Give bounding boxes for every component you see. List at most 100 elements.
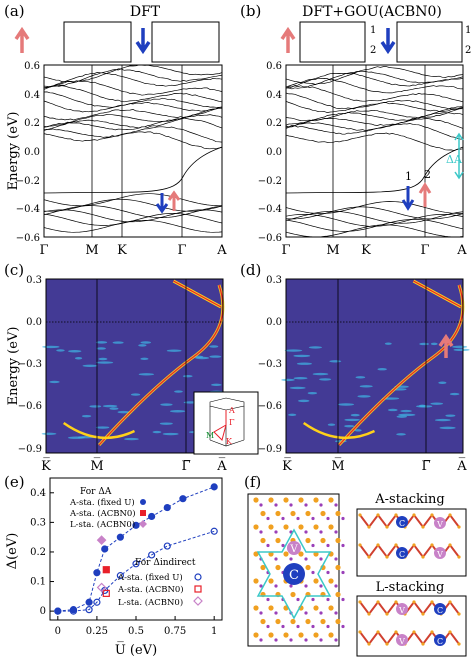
- lattice-atom: [296, 516, 300, 521]
- structure-inset-left: [299, 21, 366, 63]
- spectral-streak: [169, 410, 186, 413]
- chain-atom: [394, 513, 398, 517]
- data-point: [96, 535, 107, 545]
- structure-inset-right: [151, 21, 220, 63]
- spectral-streak: [160, 403, 173, 406]
- lattice-atom: [274, 530, 278, 534]
- lattice-atom: [275, 564, 281, 571]
- band-line: [43, 131, 223, 150]
- atom-label: C: [289, 568, 299, 583]
- spectral-streak: [152, 430, 162, 434]
- lattice-atom: [289, 584, 293, 588]
- band-line: [285, 224, 464, 238]
- series-line: [57, 530, 215, 612]
- xtick-label: Γ̅: [181, 459, 190, 474]
- chain-atom: [385, 555, 389, 559]
- ytick-label: 0.2: [266, 118, 282, 129]
- band-line: [285, 201, 463, 214]
- lattice-atom: [304, 584, 308, 588]
- panel-a-frame: [43, 64, 223, 238]
- layer-label: 2: [370, 45, 376, 56]
- lattice-atom: [320, 618, 326, 625]
- lattice-atom: [268, 605, 274, 611]
- lattice-atom: [326, 597, 330, 602]
- spectral-streak: [418, 404, 426, 408]
- band-line: [285, 132, 464, 151]
- lattice-atom: [311, 570, 315, 575]
- panel-e: (e) 0 0.25 0.5 0.75 1 0 0.1 0.2 0.3 0.4 Δ(eV) U̅ …: [4, 473, 223, 658]
- lattice-atom: [311, 516, 315, 521]
- spectral-band: [413, 280, 462, 308]
- lattice-atom: [298, 551, 304, 557]
- xtick-label: Γ̅: [421, 459, 430, 474]
- spectral-streak: [430, 402, 444, 405]
- spectral-streak: [445, 414, 456, 417]
- y-tick-label: 0.1: [30, 577, 46, 588]
- bz-label: A: [228, 406, 235, 415]
- lattice-atom: [334, 584, 338, 588]
- lattice-atom: [274, 557, 278, 561]
- lattice-atom: [259, 503, 263, 507]
- band-line: [43, 106, 223, 121]
- spectral-streak: [449, 392, 460, 396]
- spectral-streak: [357, 395, 371, 398]
- structure-inset-right: [396, 21, 463, 63]
- data-point: [179, 495, 187, 503]
- spectral-streak: [42, 345, 60, 349]
- lattice-atom: [289, 638, 293, 642]
- lattice-atom: [341, 570, 345, 575]
- gap-label: ΔA: [446, 153, 463, 166]
- band-line: [43, 114, 223, 131]
- lattice-atom: [266, 624, 270, 629]
- lattice-atom: [334, 503, 338, 507]
- spectral-streak: [56, 349, 65, 352]
- lattice-atom: [296, 624, 300, 629]
- spectral-streak: [284, 349, 303, 352]
- layer-label: 1: [370, 25, 376, 36]
- chain-atom: [367, 555, 371, 559]
- panel-a-spin-inset: [14, 21, 220, 63]
- carbon-atom: [283, 563, 305, 585]
- spin-down-arrow-icon: [380, 28, 396, 55]
- lattice-atom: [253, 605, 259, 611]
- carbon-atom: [434, 603, 446, 615]
- spin-up-arrow-icon: [418, 182, 432, 207]
- lattice-atom: [275, 510, 281, 517]
- lattice-atom: [253, 551, 259, 557]
- lattice-atom: [290, 510, 296, 517]
- lattice-atom: [266, 516, 270, 521]
- spectral-streak: [344, 424, 355, 428]
- spectral-streak: [117, 410, 130, 414]
- gap-arrow-icon: [454, 132, 464, 180]
- spectral-streak: [400, 409, 412, 413]
- band-line: [285, 66, 464, 85]
- panel-e-label: (e): [4, 473, 25, 491]
- y-tick-label: 0: [40, 606, 46, 617]
- legend-entry: L-sta. (ACBN0): [118, 597, 183, 608]
- ytick-label: 0.2: [24, 118, 40, 129]
- lattice-atom: [320, 537, 326, 544]
- chain-atom: [358, 513, 362, 517]
- lattice-atom: [334, 557, 338, 561]
- xtick-label: A: [216, 243, 227, 258]
- panel-f: (f) V C A-stacking C V C V L-stacking V …: [244, 473, 467, 657]
- ytick-label: −0.4: [16, 204, 40, 215]
- ytick-label: 0.4: [24, 90, 40, 101]
- chain-atom: [430, 600, 434, 604]
- chain-atom: [430, 630, 434, 634]
- spectral-streak: [124, 437, 139, 441]
- spectral-streak: [377, 368, 387, 371]
- panel-b-spin-inset: 1 2 1 2: [280, 21, 471, 63]
- spectral-streak: [337, 403, 355, 406]
- spectral-streak: [289, 386, 306, 390]
- band-line: [285, 112, 464, 129]
- chain-atom: [448, 513, 452, 517]
- chain-atom: [367, 525, 371, 529]
- lattice-atom: [274, 584, 278, 588]
- panel-a-label: (a): [4, 2, 25, 20]
- band-line: [43, 72, 223, 89]
- chain-atom: [376, 600, 380, 604]
- data-point: [116, 572, 124, 580]
- band-line: [285, 123, 464, 140]
- chain-atom: [421, 525, 425, 529]
